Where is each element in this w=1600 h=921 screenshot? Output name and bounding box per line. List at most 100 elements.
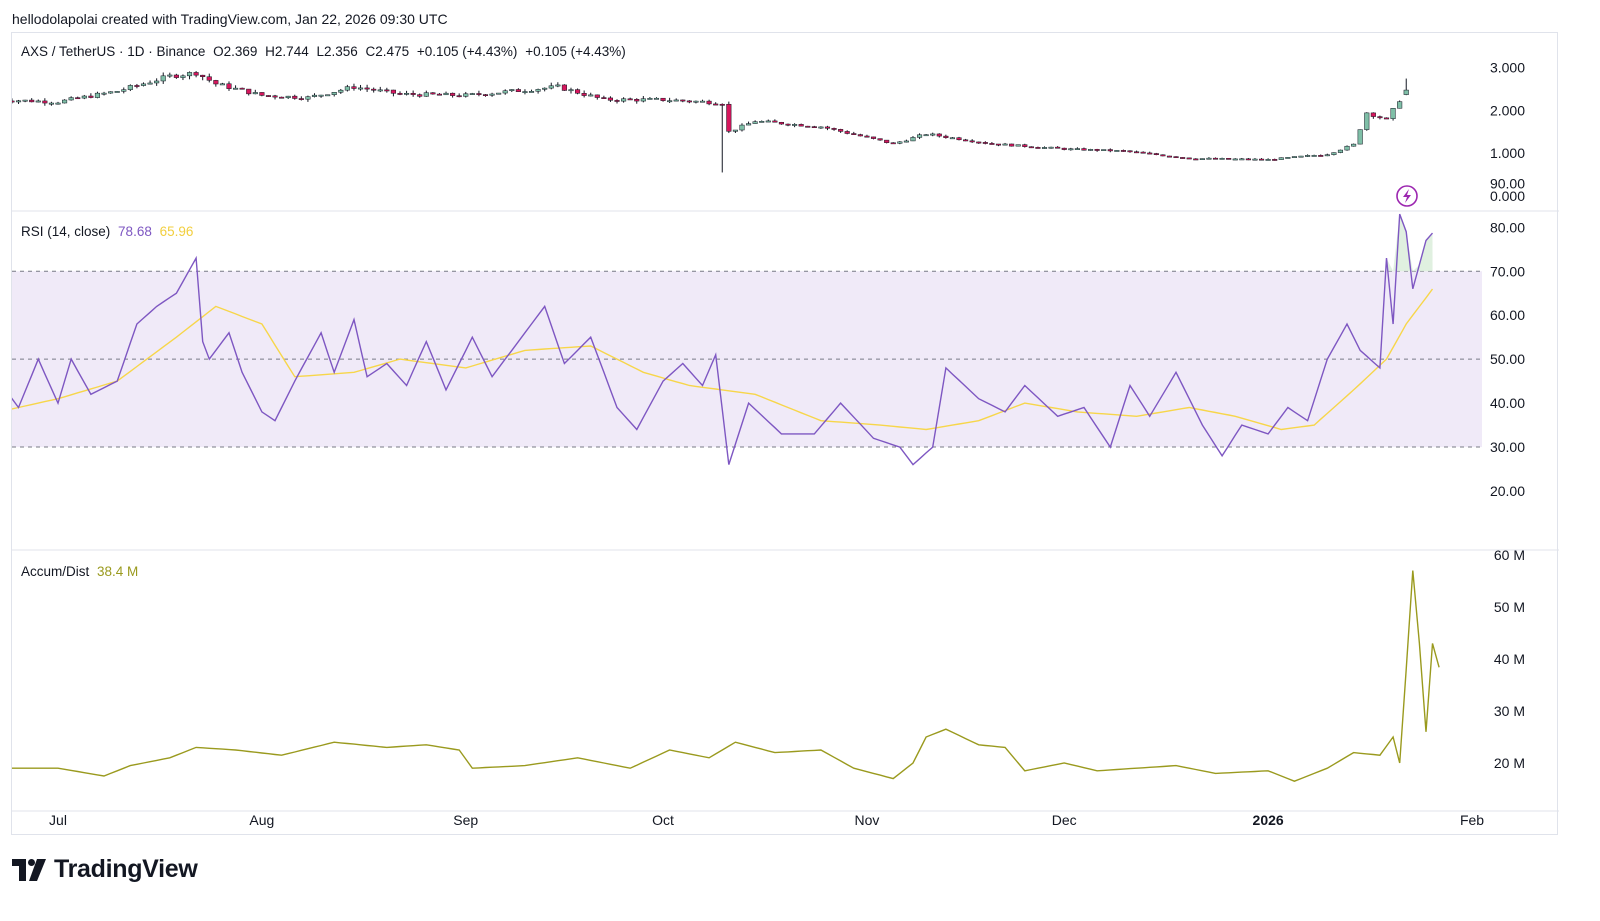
candle-body bbox=[364, 87, 370, 90]
time-axis-label: Feb bbox=[1460, 812, 1484, 828]
candle-body bbox=[186, 72, 193, 77]
candle-body bbox=[443, 92, 449, 96]
tradingview-logo[interactable]: TradingView bbox=[12, 855, 198, 884]
candle-body bbox=[535, 89, 541, 92]
candle-body bbox=[1212, 157, 1219, 160]
candle-body bbox=[167, 74, 173, 77]
time-axis-label: Nov bbox=[854, 812, 879, 828]
candle-body bbox=[476, 93, 482, 95]
rsi-name[interactable]: RSI (14, close) bbox=[21, 224, 111, 239]
candle-body bbox=[621, 98, 627, 102]
ad-value: 38.4 M bbox=[97, 564, 139, 579]
ad-legend: Accum/Dist 38.4 M bbox=[21, 564, 142, 579]
chart-frame[interactable]: 3.000 2.000 1.000 0.000 90.00 80.00 70.00 60.00… bbox=[11, 32, 1559, 836]
price-axis-label: 3.000 bbox=[1490, 60, 1525, 76]
candle-body bbox=[870, 136, 877, 139]
candle-body bbox=[575, 89, 581, 94]
candle-body bbox=[1199, 158, 1205, 160]
rsi-pane bbox=[12, 213, 1482, 466]
candle-body bbox=[173, 74, 179, 78]
rsi-value: 78.68 bbox=[118, 224, 152, 239]
candle-body bbox=[930, 133, 936, 136]
candle-body bbox=[436, 93, 443, 96]
symbol-label[interactable]: AXS / TetherUS · 1D · Binance bbox=[21, 44, 206, 59]
candle-body bbox=[732, 129, 738, 132]
candle-body bbox=[35, 100, 41, 103]
candle-body bbox=[1272, 159, 1278, 161]
candle-body bbox=[12, 100, 15, 103]
candle-body bbox=[1074, 148, 1080, 150]
candle-body bbox=[1068, 148, 1074, 151]
accum-dist-axis-label: 60 M bbox=[1494, 547, 1525, 563]
price-axis-label: 1.000 bbox=[1490, 145, 1525, 161]
candle-body bbox=[344, 86, 350, 91]
candle-body bbox=[1258, 158, 1265, 161]
candle-body bbox=[68, 97, 74, 101]
candle-body bbox=[1397, 101, 1403, 109]
candle-body bbox=[706, 100, 712, 105]
rsi-axis-label: 50.00 bbox=[1490, 351, 1525, 367]
candle-body bbox=[634, 99, 640, 102]
candle-body bbox=[1180, 157, 1186, 159]
rsi-axis-label: 30.00 bbox=[1490, 439, 1525, 455]
candle-body bbox=[667, 100, 673, 103]
accum-dist-axis-label: 40 M bbox=[1494, 651, 1525, 667]
candle-body bbox=[272, 95, 278, 98]
candle-body bbox=[1114, 150, 1120, 152]
rsi-ma-value: 65.96 bbox=[159, 224, 194, 239]
candle-body bbox=[338, 89, 344, 93]
rsi-axis-label: 20.00 bbox=[1490, 483, 1525, 499]
lightning-icon-ring bbox=[1396, 185, 1418, 207]
candle-body bbox=[265, 95, 272, 97]
candle-body bbox=[982, 142, 988, 144]
candle-body bbox=[713, 103, 719, 106]
candle-body bbox=[943, 135, 949, 138]
candle-body bbox=[1291, 156, 1297, 158]
candle-body bbox=[285, 95, 291, 99]
candle-body bbox=[746, 123, 752, 126]
chart-attribution: hellodolapolai created with TradingView.… bbox=[12, 11, 448, 27]
candle-body bbox=[995, 143, 1002, 146]
candle-body bbox=[1061, 147, 1067, 150]
candle-body bbox=[653, 97, 660, 100]
candle-body bbox=[81, 95, 87, 99]
candle-body bbox=[1206, 157, 1212, 160]
candle-body bbox=[805, 125, 811, 128]
candle-body bbox=[693, 100, 699, 103]
tradingview-logo-icon bbox=[12, 858, 46, 881]
candle-body bbox=[686, 100, 692, 103]
candle-body bbox=[1055, 146, 1061, 149]
candle-body bbox=[1134, 151, 1140, 154]
candle-body bbox=[811, 126, 817, 129]
rsi-overbought-fill bbox=[1386, 214, 1433, 272]
candle-body bbox=[884, 139, 890, 143]
low-value: L2.356 bbox=[316, 44, 358, 59]
candle-body bbox=[292, 95, 298, 99]
candle-body bbox=[154, 80, 160, 84]
candle-body bbox=[949, 137, 955, 140]
candle-body bbox=[680, 99, 686, 102]
price-legend: AXS / TetherUS · 1D · Binance O2.369 H2.… bbox=[21, 44, 630, 59]
candle-body bbox=[877, 138, 883, 141]
close-value: C2.475 bbox=[365, 44, 410, 59]
candle-body bbox=[397, 93, 403, 95]
candle-body bbox=[765, 120, 771, 123]
ad-name[interactable]: Accum/Dist bbox=[21, 564, 90, 579]
candle-body bbox=[219, 83, 225, 86]
candle-body bbox=[430, 92, 436, 95]
candle-body bbox=[1166, 155, 1173, 158]
candle-body bbox=[1239, 158, 1245, 161]
candle-body bbox=[193, 72, 199, 76]
candle-body bbox=[1232, 158, 1238, 161]
candle-body bbox=[42, 100, 48, 104]
candle-body bbox=[778, 121, 784, 125]
candle-body bbox=[101, 92, 107, 95]
candle-body bbox=[1186, 157, 1192, 160]
candle-body bbox=[522, 91, 528, 93]
candle-body bbox=[1344, 145, 1350, 151]
candle-body bbox=[890, 142, 896, 145]
candle-body bbox=[1173, 156, 1179, 159]
lightning-icon[interactable] bbox=[1396, 185, 1418, 207]
